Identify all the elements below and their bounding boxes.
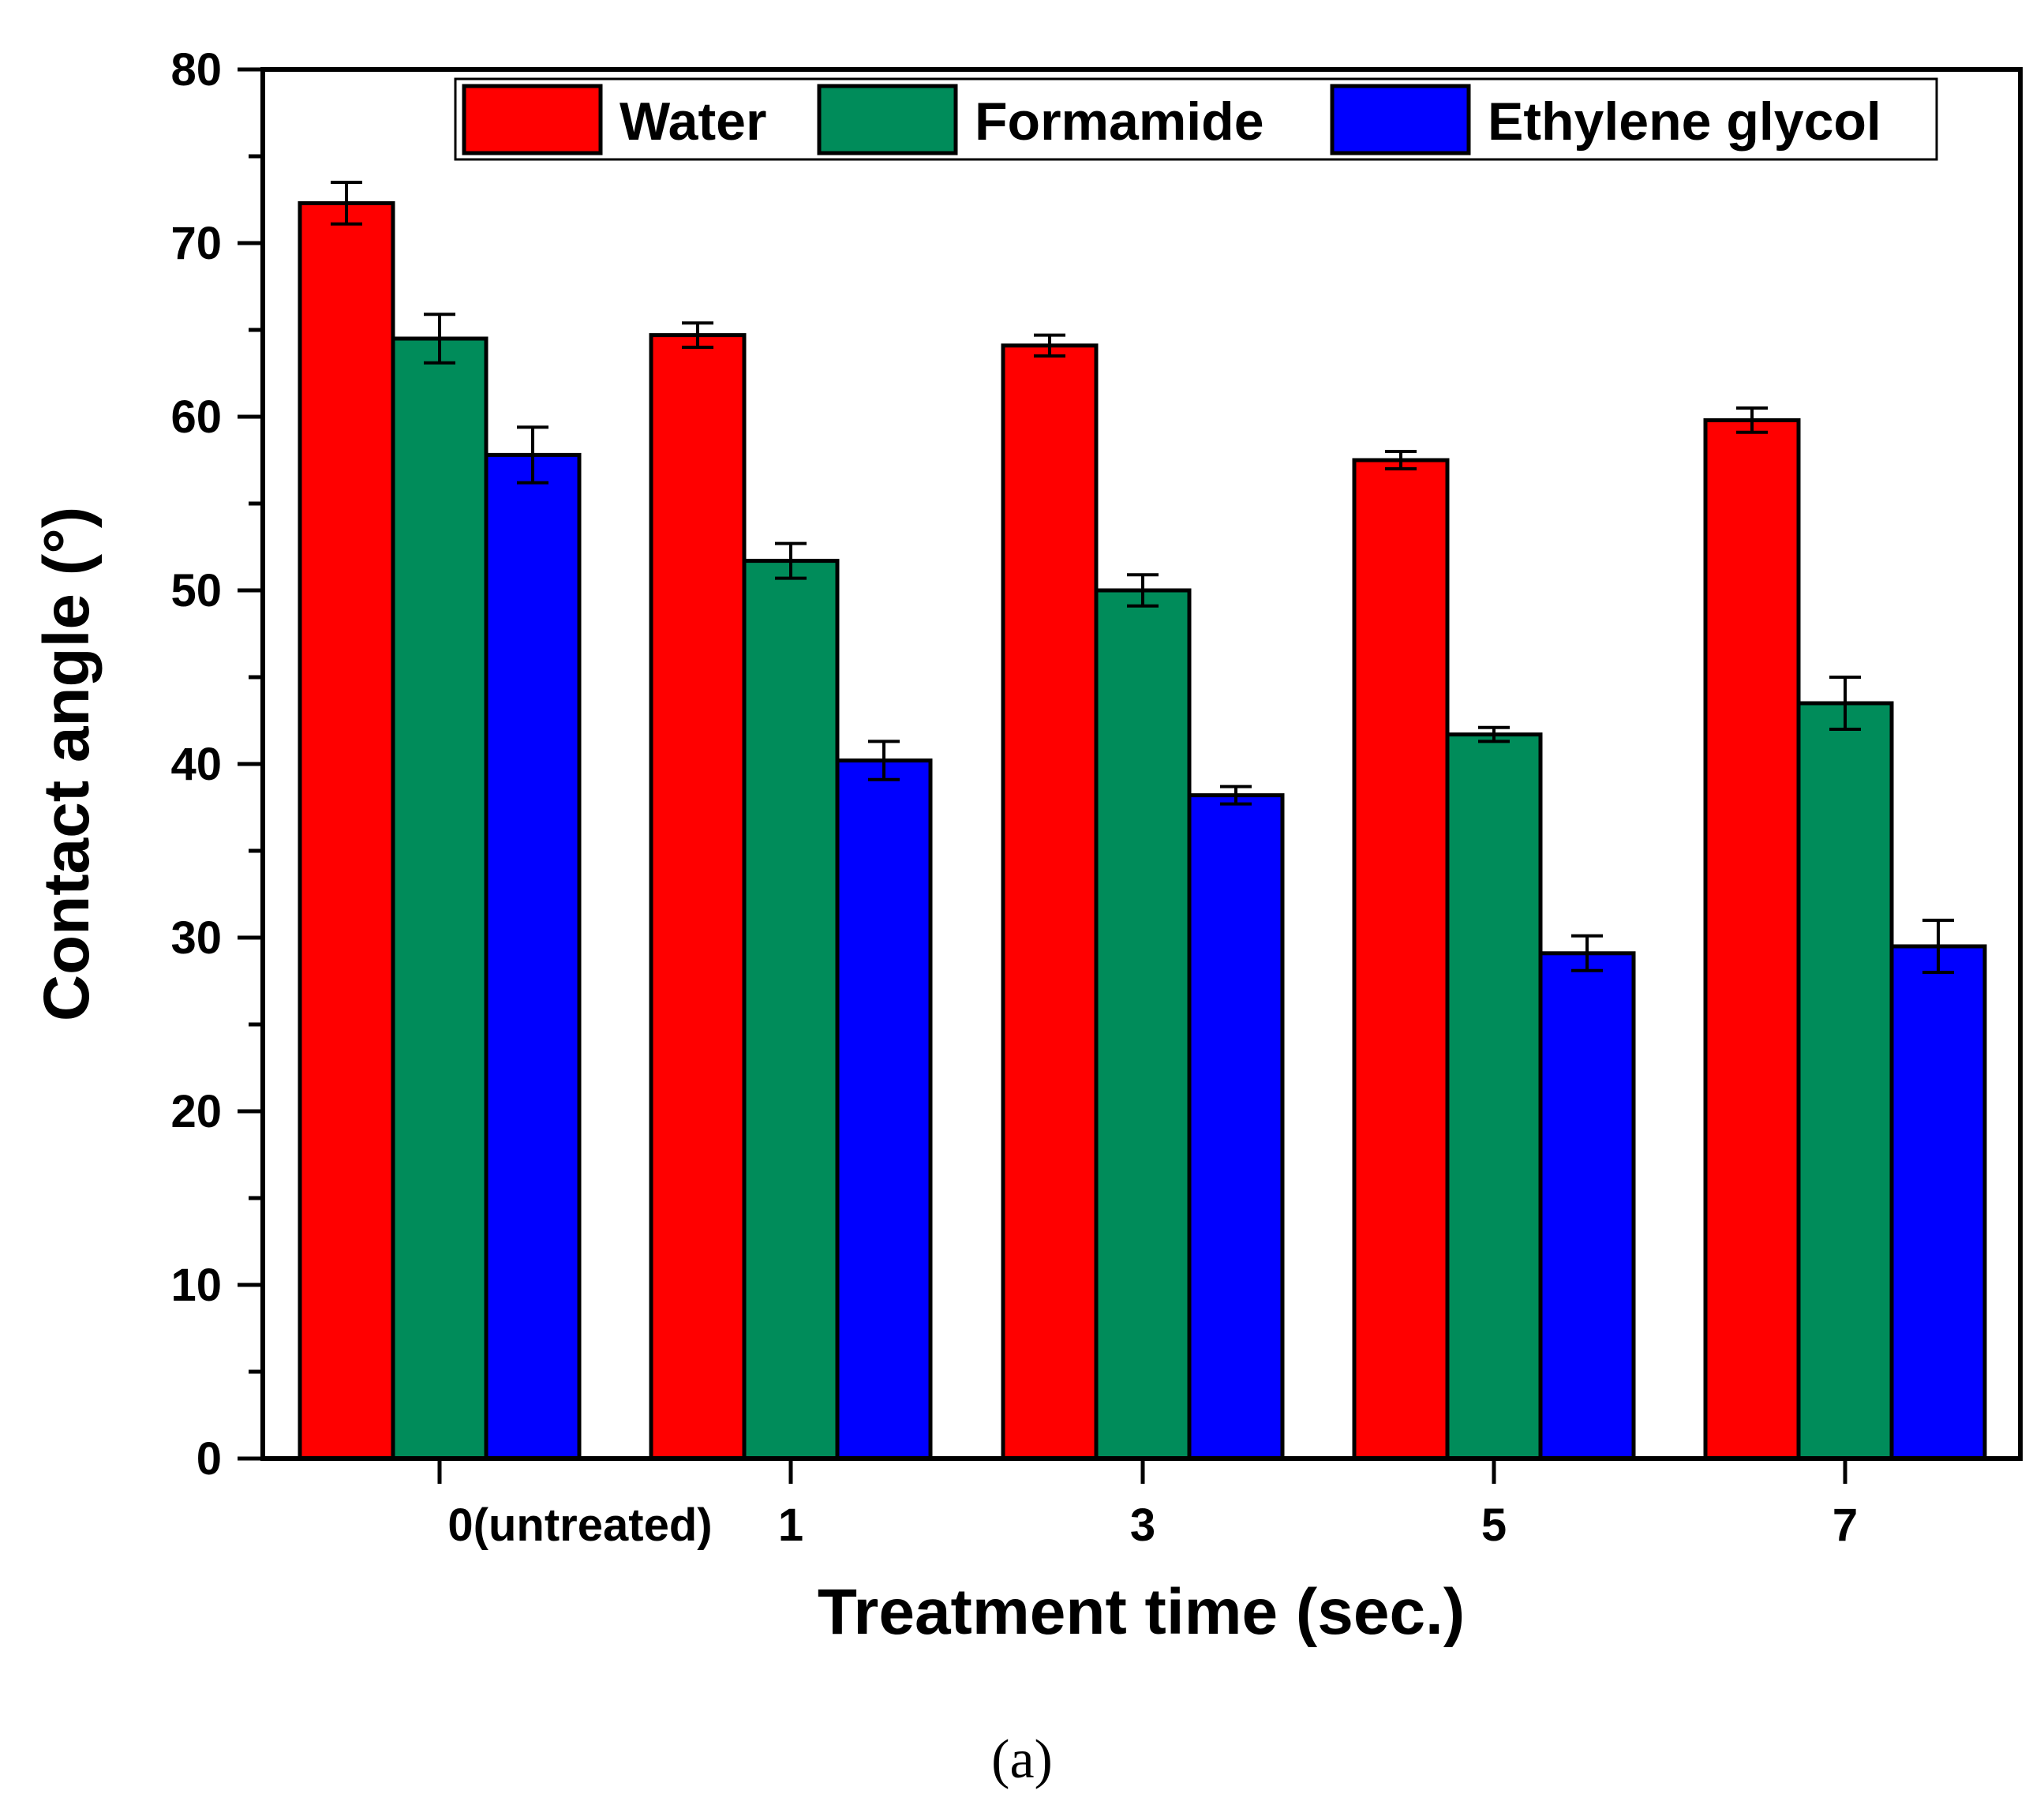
y-tick-label: 0 [197, 1433, 222, 1485]
error-bar-formamide-4 [1829, 676, 1861, 731]
bar-formamide-1 [742, 559, 840, 1461]
x-tick-label: 5 [1481, 1500, 1507, 1551]
legend-frame [454, 77, 1938, 161]
bar-formamide-2 [1094, 588, 1192, 1461]
axis-ticks: 0 10 20 30 40 50 60 70 80 0(untreated) 1 3 5 7 [170, 44, 1858, 1551]
legend-label-water: Water [620, 92, 766, 152]
y-tick-label: 70 [170, 218, 222, 269]
legend-label-ethylene-glycol: Ethylene glycol [1488, 92, 1881, 152]
error-bar-water-4 [1736, 406, 1768, 434]
x-tick-label: 7 [1832, 1500, 1858, 1551]
bar-ethylene-glycol-3 [1538, 951, 1636, 1461]
bar-water-0 [298, 200, 395, 1461]
bar-formamide-0 [391, 336, 489, 1461]
legend-label-formamide: Formamide [975, 92, 1264, 152]
legend-swatch-ethylene-glycol [1330, 84, 1471, 155]
error-bar-formamide-3 [1478, 725, 1510, 743]
bar-formamide-4 [1796, 701, 1894, 1461]
legend-swatch-water [462, 84, 603, 155]
legend: Water Formamide Ethylene glycol [454, 77, 1938, 161]
y-axis-title: Contact angle (°) [31, 507, 103, 1021]
y-tick-label: 50 [170, 565, 222, 616]
legend-swatch-formamide [817, 84, 958, 155]
bar-water-2 [1001, 343, 1099, 1461]
error-bar-water-3 [1385, 450, 1417, 470]
bar-ethylene-glycol-4 [1889, 944, 1987, 1461]
error-bar-water-0 [331, 181, 362, 226]
error-bar-ethylene-glycol-2 [1220, 785, 1252, 806]
error-bar-formamide-1 [775, 541, 807, 580]
y-tick-label: 80 [170, 44, 222, 95]
error-bar-ethylene-glycol-0 [517, 425, 548, 485]
bar-formamide-3 [1445, 732, 1543, 1461]
bar-ethylene-glycol-0 [484, 452, 582, 1461]
error-bars-layer [331, 181, 1954, 974]
x-axis-title: Treatment time (sec.) [818, 1576, 1465, 1648]
x-tick-label: 3 [1130, 1500, 1155, 1551]
y-tick-label: 10 [170, 1260, 222, 1311]
y-tick-label: 20 [170, 1086, 222, 1137]
bar-ethylene-glycol-1 [835, 758, 933, 1461]
bar-water-4 [1703, 418, 1801, 1461]
error-bar-formamide-2 [1127, 573, 1159, 608]
x-tick-label: 1 [778, 1500, 803, 1551]
error-bar-ethylene-glycol-3 [1571, 934, 1603, 972]
error-bar-ethylene-glycol-1 [868, 740, 900, 781]
bar-water-1 [649, 333, 747, 1461]
y-tick-label: 40 [170, 739, 222, 790]
error-bar-water-1 [682, 321, 713, 349]
figure-caption: (a) [991, 1729, 1053, 1790]
error-bar-formamide-0 [424, 313, 455, 365]
error-bar-water-2 [1034, 333, 1065, 358]
bar-water-3 [1352, 458, 1450, 1461]
bar-ethylene-glycol-2 [1187, 793, 1285, 1461]
y-tick-label: 60 [170, 391, 222, 443]
x-tick-label: 0(untreated) [447, 1500, 712, 1551]
y-tick-label: 30 [170, 912, 222, 964]
bars-layer [298, 200, 1987, 1461]
error-bar-ethylene-glycol-4 [1922, 919, 1954, 974]
